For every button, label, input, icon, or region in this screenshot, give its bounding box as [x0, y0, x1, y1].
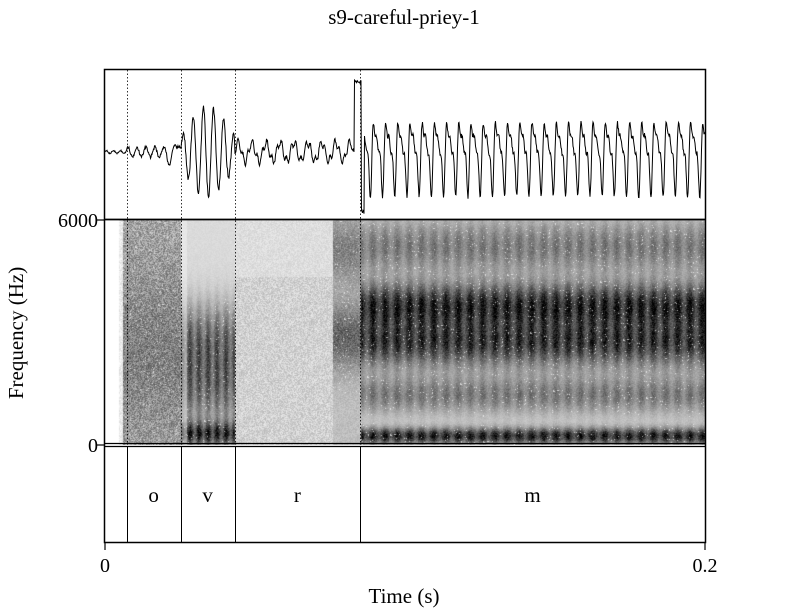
y-tick-label-0: 0 — [88, 435, 98, 457]
spectrogram-image — [105, 220, 705, 445]
y-tick-label-6000: 6000 — [58, 210, 98, 232]
waveform-panel — [105, 78, 705, 214]
segment-label-o: o — [148, 483, 159, 507]
segment-label-v: v — [202, 483, 213, 507]
x-tick-label-0: 0 — [100, 555, 110, 577]
plot-frame — [103, 68, 707, 544]
x-axis-label: Time (s) — [369, 584, 440, 608]
y-axis-label: Frequency (Hz) — [4, 267, 28, 399]
segment-label-r: r — [294, 483, 301, 507]
segment-label-m: m — [524, 483, 540, 507]
spectrogram-panel — [105, 220, 705, 445]
figure-title: s9-careful-priey-1 — [328, 5, 480, 29]
x-tick-label-0.2: 0.2 — [693, 555, 718, 577]
waveform-trace — [105, 78, 705, 214]
segment-boundaries — [127, 70, 361, 543]
